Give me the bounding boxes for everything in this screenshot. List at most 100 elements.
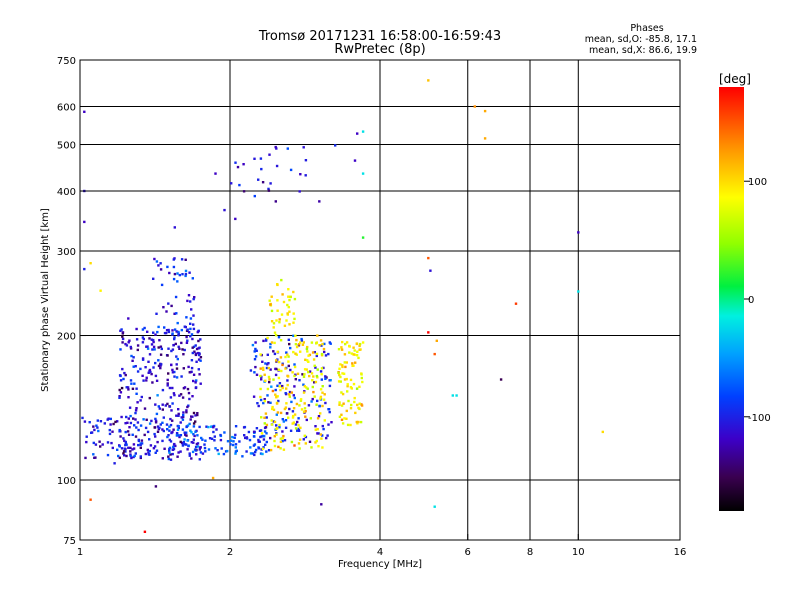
- data-point: [322, 347, 326, 351]
- data-point: [268, 153, 271, 156]
- data-point: [273, 435, 276, 438]
- data-point: [343, 361, 346, 364]
- data-point: [160, 283, 164, 287]
- data-point: [191, 346, 194, 349]
- data-point: [257, 440, 260, 443]
- data-point: [293, 385, 296, 388]
- data-point: [159, 353, 163, 356]
- data-point: [89, 498, 92, 501]
- data-point: [155, 312, 158, 315]
- data-point: [154, 421, 158, 424]
- data-point: [299, 426, 302, 429]
- data-point: [324, 354, 328, 357]
- data-point: [126, 430, 130, 433]
- data-point: [315, 374, 319, 378]
- data-point: [341, 392, 345, 396]
- data-point: [148, 438, 151, 441]
- data-point: [192, 314, 195, 317]
- data-point: [254, 355, 258, 358]
- data-point: [298, 404, 301, 407]
- data-point: [216, 449, 219, 452]
- data-point: [328, 410, 331, 414]
- data-point: [311, 379, 314, 382]
- data-point: [110, 441, 113, 445]
- data-point: [193, 296, 196, 299]
- data-point: [192, 411, 196, 415]
- data-point: [281, 437, 285, 440]
- data-point: [429, 269, 432, 272]
- data-point: [200, 436, 203, 440]
- data-point: [275, 359, 278, 362]
- data-point: [150, 372, 153, 376]
- data-point: [260, 448, 263, 451]
- data-point: [176, 455, 179, 458]
- data-point: [123, 454, 126, 457]
- data-point: [340, 418, 344, 421]
- data-point: [159, 423, 162, 426]
- data-point: [183, 443, 187, 446]
- data-point: [267, 366, 270, 370]
- data-point: [361, 172, 365, 175]
- data-point: [259, 353, 262, 356]
- data-point: [170, 349, 173, 353]
- data-point: [153, 432, 156, 436]
- data-point: [308, 370, 312, 373]
- data-point: [172, 392, 176, 395]
- data-point: [165, 331, 168, 335]
- data-point: [96, 426, 99, 429]
- data-point: [81, 416, 84, 420]
- data-point: [95, 424, 98, 427]
- data-point: [321, 391, 324, 394]
- data-point: [210, 425, 213, 428]
- data-point: [278, 385, 281, 388]
- data-point: [125, 386, 128, 389]
- data-point: [329, 379, 332, 382]
- data-point: [195, 442, 199, 446]
- data-point: [346, 423, 350, 427]
- data-point: [147, 360, 150, 363]
- data-point: [183, 431, 186, 434]
- data-point: [254, 448, 258, 452]
- data-point: [188, 271, 191, 274]
- data-point: [162, 416, 165, 419]
- data-point: [155, 260, 159, 263]
- data-point: [172, 428, 175, 431]
- data-point: [340, 404, 344, 407]
- data-point: [166, 428, 169, 431]
- data-point: [361, 236, 365, 239]
- data-point: [155, 449, 159, 452]
- data-point: [295, 345, 299, 349]
- data-point: [165, 310, 168, 313]
- data-point: [154, 435, 157, 438]
- data-point: [242, 190, 246, 193]
- data-point: [124, 342, 127, 346]
- data-point: [168, 386, 172, 390]
- data-point: [99, 445, 102, 448]
- data-point: [274, 393, 277, 396]
- data-point: [483, 109, 487, 113]
- data-point: [338, 373, 341, 377]
- data-point: [294, 427, 298, 430]
- data-point: [235, 449, 238, 452]
- data-point: [148, 453, 151, 456]
- data-point: [166, 354, 169, 357]
- data-point: [142, 337, 145, 341]
- data-point: [190, 457, 193, 460]
- data-point: [303, 434, 306, 437]
- data-point: [341, 372, 344, 375]
- data-point: [302, 438, 305, 441]
- data-point: [301, 373, 304, 376]
- data-point: [172, 443, 176, 446]
- data-point: [305, 368, 308, 371]
- data-point: [147, 451, 150, 454]
- data-point: [122, 452, 125, 455]
- data-point: [299, 341, 302, 344]
- data-point: [211, 476, 215, 480]
- data-point: [340, 413, 343, 416]
- data-point: [191, 351, 194, 355]
- data-point: [313, 395, 316, 398]
- data-point: [276, 411, 280, 414]
- data-point: [288, 407, 291, 411]
- y-tick-label: 400: [57, 187, 76, 198]
- data-point: [184, 274, 187, 278]
